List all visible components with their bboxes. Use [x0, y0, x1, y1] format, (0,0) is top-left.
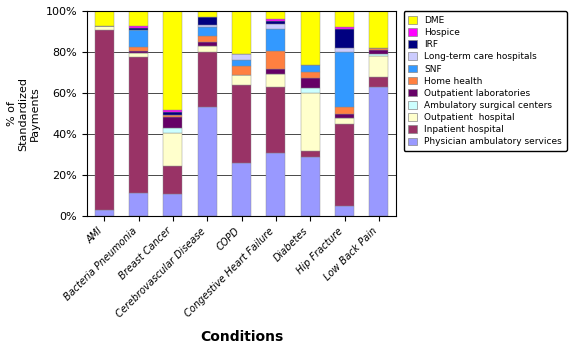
Bar: [370, 56, 388, 77]
Bar: [129, 28, 148, 30]
Bar: [232, 60, 251, 66]
Y-axis label: % of
Standardized
Payments: % of Standardized Payments: [7, 77, 40, 151]
Bar: [266, 24, 285, 29]
Bar: [370, 87, 388, 216]
X-axis label: Conditions: Conditions: [200, 330, 283, 344]
Bar: [163, 117, 182, 128]
Bar: [129, 11, 148, 26]
Bar: [232, 74, 251, 85]
Bar: [266, 69, 285, 74]
Bar: [198, 46, 217, 52]
Bar: [335, 48, 354, 52]
Bar: [163, 115, 182, 117]
Bar: [198, 52, 217, 107]
Bar: [301, 65, 320, 72]
Bar: [163, 133, 182, 166]
Bar: [301, 93, 320, 151]
Bar: [370, 54, 388, 56]
Bar: [266, 87, 285, 153]
Bar: [95, 31, 114, 210]
Bar: [129, 30, 148, 47]
Bar: [266, 21, 285, 24]
Bar: [335, 124, 354, 206]
Bar: [198, 35, 217, 42]
Bar: [301, 72, 320, 78]
Bar: [301, 151, 320, 158]
Bar: [335, 52, 354, 107]
Bar: [129, 57, 148, 193]
Bar: [266, 74, 285, 87]
Bar: [370, 48, 388, 50]
Bar: [232, 54, 251, 60]
Bar: [301, 11, 320, 65]
Bar: [266, 11, 285, 19]
Bar: [163, 193, 182, 216]
Bar: [335, 107, 354, 113]
Bar: [95, 210, 114, 216]
Bar: [95, 26, 114, 31]
Bar: [232, 11, 251, 54]
Bar: [198, 17, 217, 25]
Bar: [266, 153, 285, 216]
Bar: [198, 42, 217, 46]
Bar: [232, 85, 251, 163]
Bar: [232, 66, 251, 74]
Legend: DME, Hospice, IRF, Long-term care hospitals, SNF, Home health, Outpatient labora: DME, Hospice, IRF, Long-term care hospit…: [404, 11, 567, 151]
Bar: [95, 11, 114, 26]
Bar: [370, 50, 388, 54]
Bar: [335, 113, 354, 118]
Bar: [163, 11, 182, 110]
Bar: [163, 112, 182, 115]
Bar: [266, 52, 285, 69]
Bar: [335, 27, 354, 29]
Bar: [163, 166, 182, 193]
Bar: [266, 29, 285, 52]
Bar: [335, 206, 354, 216]
Bar: [129, 53, 148, 57]
Bar: [129, 193, 148, 216]
Bar: [198, 11, 217, 17]
Bar: [198, 107, 217, 216]
Bar: [163, 128, 182, 133]
Bar: [266, 19, 285, 21]
Bar: [335, 11, 354, 27]
Bar: [370, 11, 388, 48]
Bar: [129, 51, 148, 53]
Bar: [129, 47, 148, 51]
Bar: [129, 26, 148, 28]
Bar: [335, 29, 354, 48]
Bar: [301, 158, 320, 216]
Bar: [163, 110, 182, 112]
Bar: [335, 118, 354, 124]
Bar: [301, 78, 320, 88]
Bar: [232, 163, 251, 216]
Bar: [370, 77, 388, 87]
Bar: [198, 27, 217, 35]
Bar: [198, 25, 217, 27]
Bar: [301, 88, 320, 93]
